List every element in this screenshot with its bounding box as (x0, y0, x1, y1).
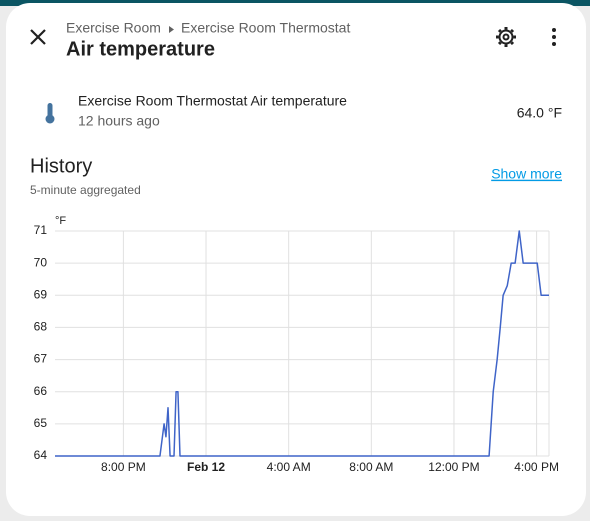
dialog (6, 3, 586, 516)
y-tick-label: 64 (34, 448, 48, 462)
x-tick-label: Feb 12 (187, 460, 225, 474)
x-tick-label: 8:00 AM (349, 460, 393, 474)
entity-name: Exercise Room Thermostat Air temperature (78, 93, 347, 109)
x-tick-label: 4:00 AM (267, 460, 311, 474)
breadcrumb-item[interactable]: Exercise Room Thermostat (181, 20, 350, 36)
breadcrumb-item[interactable]: Exercise Room (66, 20, 161, 36)
x-tick-label: 8:00 PM (101, 460, 146, 474)
history-title: History (30, 155, 92, 177)
breadcrumb-separator (169, 26, 174, 33)
y-tick-label: 66 (34, 384, 48, 398)
y-tick-label: 68 (34, 320, 48, 334)
temperature-line (55, 230, 549, 457)
thermometer-icon (45, 103, 55, 124)
close-button[interactable] (30, 29, 46, 45)
show-more-link[interactable]: Show more (491, 166, 562, 182)
x-tick-label: 4:00 PM (514, 460, 559, 474)
entity-state: 64.0 °F (517, 105, 562, 121)
y-tick-label: 67 (34, 352, 48, 366)
menu-button[interactable] (552, 28, 556, 46)
dialog-title: Air temperature (66, 38, 215, 60)
history-chart: °F 64 65 66 67 68 69 70 71 8:00 PM Feb 12 4:00 AM 8:… (34, 215, 559, 474)
x-tick-label: 12:00 PM (428, 460, 479, 474)
settings-button[interactable] (496, 27, 516, 47)
y-tick-label: 70 (34, 255, 48, 269)
y-axis-label: °F (55, 215, 66, 227)
y-tick-label: 71 (34, 223, 48, 237)
y-tick-label: 69 (34, 287, 48, 301)
y-tick-label: 65 (34, 416, 48, 430)
history-subtitle: 5-minute aggregated (30, 183, 141, 197)
last-changed: 12 hours ago (78, 113, 160, 129)
